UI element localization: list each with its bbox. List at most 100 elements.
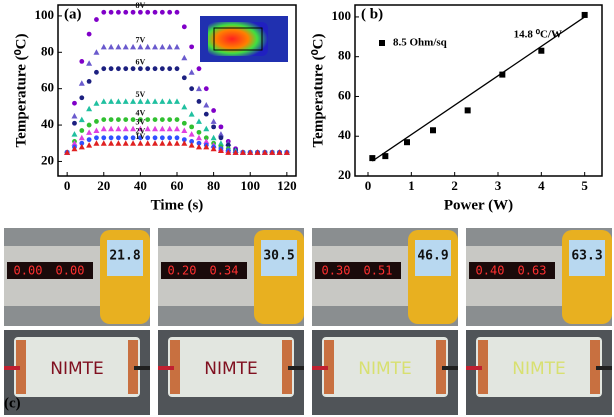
marker — [71, 131, 78, 137]
marker — [188, 69, 195, 75]
marker — [217, 131, 224, 137]
marker — [144, 43, 151, 50]
marker — [86, 142, 93, 148]
marker — [137, 43, 144, 50]
marker — [78, 80, 85, 86]
y-tick-label: 80 — [338, 48, 351, 63]
marker — [152, 98, 159, 104]
legend-marker — [379, 40, 385, 46]
marker — [195, 143, 202, 150]
supply-voltage: 0.30 — [322, 264, 351, 278]
y-tick-label: 100 — [35, 7, 55, 22]
marker — [130, 98, 137, 104]
marker — [115, 98, 122, 104]
marker — [167, 66, 173, 72]
marker — [166, 98, 173, 104]
marker — [78, 143, 85, 150]
marker — [232, 149, 239, 155]
marker — [86, 31, 92, 37]
film-text: NIMTE — [204, 359, 258, 379]
thermometer-screen — [569, 240, 605, 276]
marker — [100, 43, 107, 50]
marker — [181, 54, 188, 61]
x-tick-label: 20 — [97, 178, 110, 193]
x-tick-label: 0 — [64, 178, 71, 193]
marker — [94, 17, 99, 22]
marker — [189, 44, 195, 50]
marker — [122, 98, 129, 104]
marker — [94, 119, 99, 124]
electrode-right — [282, 340, 292, 394]
x-tick-label: 120 — [277, 178, 297, 193]
marker — [181, 120, 187, 126]
marker — [137, 9, 143, 15]
marker — [108, 9, 114, 15]
supply-voltage: 0.20 — [168, 264, 197, 278]
point — [581, 11, 588, 18]
y-tick-label: 60 — [338, 87, 351, 102]
point — [464, 107, 471, 114]
marker — [94, 135, 99, 141]
marker — [196, 99, 202, 104]
marker — [210, 118, 217, 124]
point — [369, 155, 376, 162]
marker — [71, 145, 78, 152]
marker — [159, 66, 165, 72]
panel-label: ( b) — [361, 6, 383, 22]
marker — [189, 139, 195, 144]
marker — [100, 125, 107, 132]
series-label: 8V — [135, 1, 145, 10]
wire-right — [442, 366, 458, 370]
y-axis-label: Temperature (⁰C) — [13, 34, 29, 148]
marker — [130, 43, 137, 50]
supply-current: 0.51 — [364, 264, 393, 278]
x-tick-label: 3 — [495, 178, 502, 193]
marker — [130, 135, 136, 141]
series-label: 6V — [135, 57, 145, 66]
marker — [101, 9, 107, 15]
electrode-left — [170, 340, 180, 394]
marker — [203, 125, 210, 132]
marker — [211, 108, 217, 113]
marker — [137, 98, 144, 104]
marker — [116, 66, 121, 72]
supply-current: 0.63 — [518, 264, 547, 278]
marker — [108, 66, 114, 72]
marker — [167, 9, 173, 15]
marker — [79, 140, 85, 146]
marker — [203, 111, 209, 117]
wire-right — [596, 366, 612, 370]
marker — [94, 69, 99, 75]
marker — [239, 149, 246, 155]
marker — [211, 124, 217, 130]
marker — [144, 98, 151, 104]
marker — [144, 140, 151, 146]
series-label: 2V — [135, 127, 145, 136]
marker — [115, 140, 122, 146]
supply-display — [7, 262, 93, 279]
marker — [137, 125, 144, 132]
point — [404, 139, 410, 146]
marker — [108, 117, 114, 123]
marker — [122, 140, 129, 146]
y-tick-label: 60 — [41, 80, 54, 95]
marker — [174, 9, 180, 15]
marker — [86, 129, 93, 135]
marker — [108, 135, 114, 141]
marker — [100, 140, 107, 146]
marker — [181, 127, 188, 134]
marker — [152, 140, 159, 146]
marker — [203, 143, 210, 150]
marker — [145, 117, 151, 123]
x-tick-label: 2 — [451, 178, 458, 193]
y-axis-label: Temperature (⁰C) — [310, 34, 326, 148]
series-label: 1V — [135, 132, 145, 141]
marker — [217, 147, 224, 154]
marker — [181, 103, 188, 110]
photo-panel: 0.30 0.51 46.9 NIMTE — [312, 228, 458, 415]
thermometer-screen — [107, 240, 143, 276]
marker — [123, 135, 129, 141]
marker — [217, 140, 224, 146]
marker — [79, 128, 85, 133]
y-tick-label: 80 — [41, 43, 54, 58]
